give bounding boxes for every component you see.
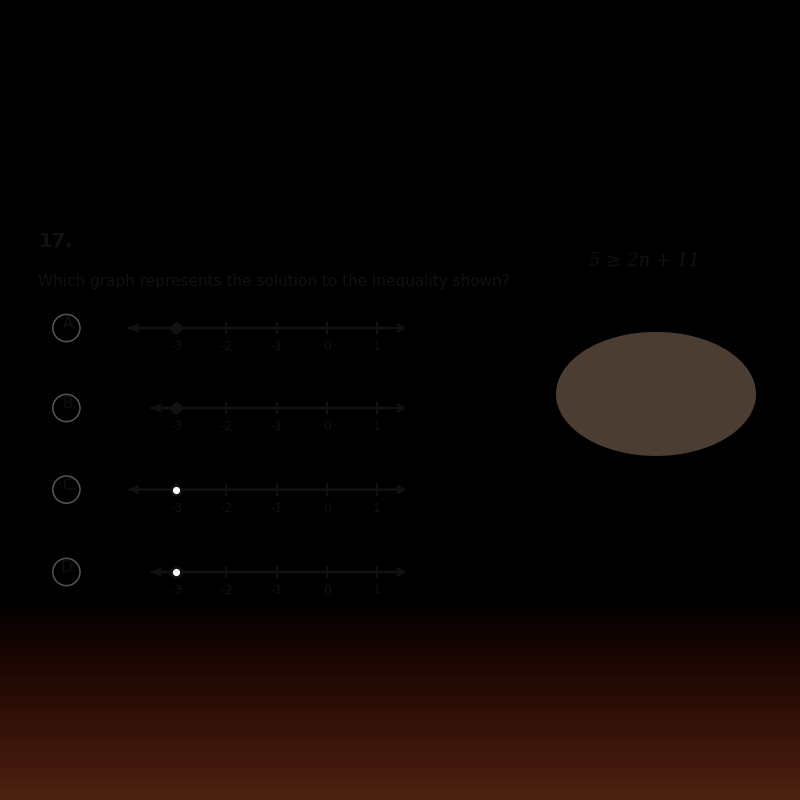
Text: Which graph represents the solution to the inequality shown?: Which graph represents the solution to t… <box>38 274 510 290</box>
Bar <box>0 655 800 662</box>
Bar <box>0 616 800 622</box>
Text: A.: A. <box>62 317 78 331</box>
Text: D.: D. <box>61 561 78 575</box>
Bar <box>0 714 800 721</box>
Text: C.: C. <box>62 478 78 493</box>
Text: -3: -3 <box>170 502 182 514</box>
Text: 0: 0 <box>322 420 330 433</box>
Text: 1: 1 <box>373 584 381 597</box>
Text: -1: -1 <box>270 420 282 433</box>
Bar <box>0 747 800 754</box>
Bar <box>0 794 800 800</box>
Bar <box>0 642 800 649</box>
Text: 1: 1 <box>373 502 381 514</box>
Text: 5 ≥ 2n + 11: 5 ≥ 2n + 11 <box>589 252 700 270</box>
Text: -3: -3 <box>170 340 182 353</box>
Bar <box>0 675 800 682</box>
Text: -2: -2 <box>220 584 233 597</box>
Bar <box>0 622 800 629</box>
Ellipse shape <box>556 332 756 456</box>
Bar <box>0 708 800 714</box>
Text: 0: 0 <box>322 340 330 353</box>
Bar <box>0 635 800 642</box>
Bar <box>0 728 800 734</box>
Text: B.: B. <box>62 397 78 411</box>
Bar <box>0 761 800 767</box>
Bar <box>0 767 800 774</box>
Bar <box>0 774 800 780</box>
Bar <box>0 702 800 708</box>
Bar <box>0 734 800 741</box>
Bar <box>0 741 800 747</box>
Text: 1: 1 <box>373 420 381 433</box>
Text: 17.: 17. <box>38 232 73 251</box>
Text: -2: -2 <box>220 420 233 433</box>
Bar <box>0 662 800 669</box>
Bar <box>0 609 800 616</box>
Text: 1: 1 <box>373 340 381 353</box>
Bar <box>0 682 800 688</box>
Text: -1: -1 <box>270 502 282 514</box>
Bar <box>0 629 800 635</box>
Bar <box>0 694 800 702</box>
Text: 0: 0 <box>322 584 330 597</box>
Bar <box>0 780 800 787</box>
Text: -1: -1 <box>270 340 282 353</box>
Text: -2: -2 <box>220 502 233 514</box>
Bar <box>0 688 800 694</box>
Text: -3: -3 <box>170 420 182 433</box>
Bar <box>0 669 800 675</box>
Bar <box>0 721 800 728</box>
Text: -2: -2 <box>220 340 233 353</box>
Bar <box>0 649 800 655</box>
Text: -1: -1 <box>270 584 282 597</box>
Text: -3: -3 <box>170 584 182 597</box>
Bar <box>0 602 800 609</box>
Text: 0: 0 <box>322 502 330 514</box>
Bar <box>0 787 800 794</box>
Bar <box>0 754 800 761</box>
